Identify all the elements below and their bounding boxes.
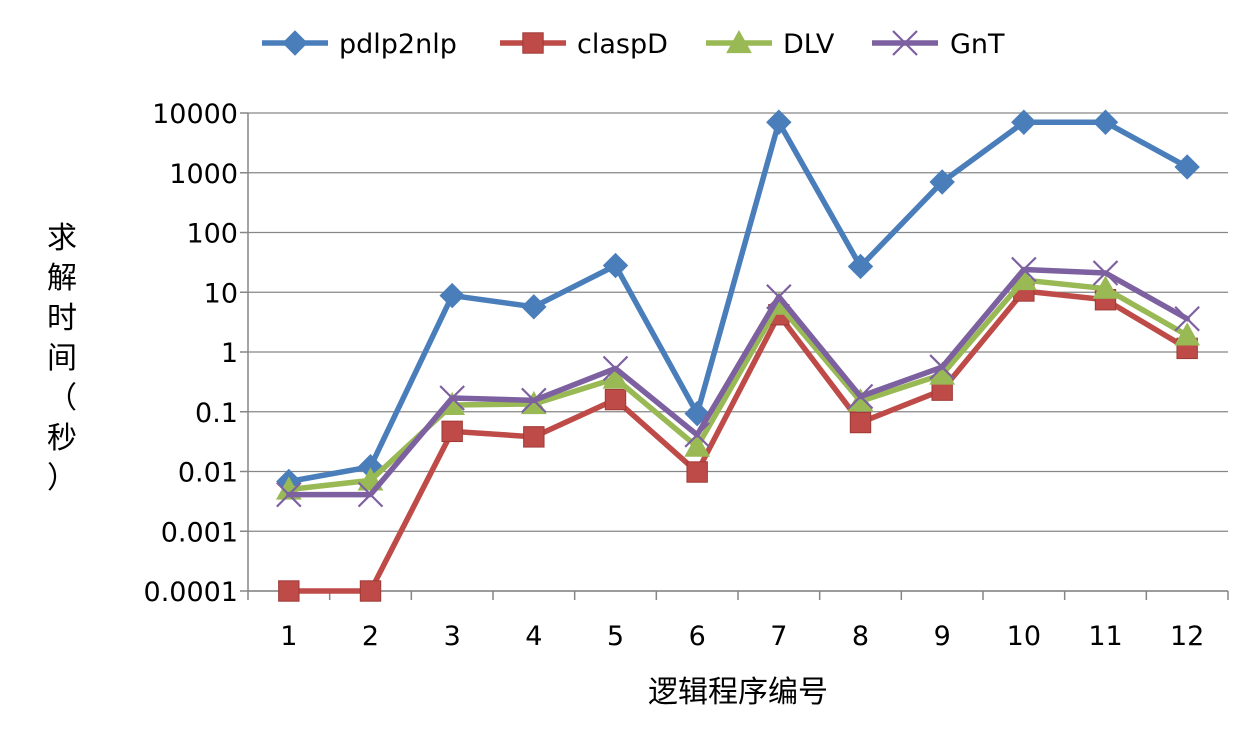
x-tick-label: 5 bbox=[607, 621, 624, 652]
data-point bbox=[521, 294, 547, 320]
x-tick-label: 9 bbox=[934, 621, 951, 652]
data-point bbox=[359, 580, 382, 602]
data-point bbox=[686, 461, 708, 483]
x-tick-label: 8 bbox=[852, 621, 869, 652]
legend-item-claspD: claspD bbox=[500, 29, 668, 60]
data-point bbox=[929, 354, 955, 380]
y-tick-label: 0.1 bbox=[195, 398, 238, 429]
data-point bbox=[892, 30, 918, 56]
y-axis-title-char: 间 bbox=[47, 341, 77, 376]
data-point bbox=[684, 433, 711, 457]
x-axis-title: 逻辑程序编号 bbox=[648, 675, 828, 710]
data-point bbox=[604, 388, 627, 411]
data-point bbox=[602, 355, 629, 382]
data-point bbox=[523, 426, 545, 448]
legend-label: GnT bbox=[950, 29, 1005, 60]
data-point bbox=[849, 411, 872, 434]
legend-item-GnT: GnT bbox=[872, 29, 1005, 60]
y-tick-label: 100 bbox=[186, 219, 238, 250]
data-point bbox=[602, 365, 629, 389]
x-tick-label: 6 bbox=[689, 621, 706, 652]
y-tick-label: 10 bbox=[204, 278, 238, 309]
x-tick-label: 12 bbox=[1170, 621, 1204, 652]
series-line bbox=[286, 266, 1190, 498]
y-axis-title-char: 解 bbox=[47, 261, 77, 296]
y-axis-title-char: ） bbox=[47, 461, 77, 496]
legend-label: claspD bbox=[577, 29, 668, 60]
x-tick-label: 11 bbox=[1088, 621, 1122, 652]
data-point bbox=[847, 383, 874, 410]
legend-item-DLV: DLV bbox=[706, 29, 835, 60]
x-tick-label: 10 bbox=[1007, 621, 1041, 652]
data-point bbox=[1092, 260, 1119, 286]
gridlines bbox=[248, 112, 1228, 592]
series-line bbox=[286, 119, 1190, 485]
data-point bbox=[1011, 109, 1037, 135]
y-axis-title-char: 秒 bbox=[47, 421, 77, 456]
x-tick-label: 1 bbox=[280, 621, 297, 652]
y-tick-label: 0.0001 bbox=[144, 577, 238, 608]
y-tick-label: 1 bbox=[221, 338, 238, 369]
data-point bbox=[1092, 109, 1119, 135]
y-tick-label: 1000 bbox=[169, 159, 238, 190]
y-axis-title-char: 时 bbox=[47, 301, 77, 336]
legend-item-pdlp2nlp: pdlp2nlp bbox=[262, 29, 457, 60]
x-tick-label: 4 bbox=[525, 621, 542, 652]
data-point bbox=[1092, 275, 1119, 299]
data-point bbox=[1174, 154, 1200, 180]
y-axis-title-char: （ bbox=[47, 381, 77, 416]
data-point bbox=[282, 30, 308, 56]
data-point bbox=[684, 422, 710, 448]
legend: pdlp2nlp claspD DLV GnT bbox=[262, 29, 1005, 60]
data-point bbox=[357, 481, 384, 508]
y-tick-label: 0.001 bbox=[161, 517, 238, 548]
data-point bbox=[847, 253, 874, 280]
series-pdlp2nlp bbox=[276, 109, 1200, 495]
data-point bbox=[439, 282, 465, 309]
legend-label: DLV bbox=[783, 29, 835, 60]
data-point bbox=[847, 388, 874, 412]
data-point bbox=[766, 283, 792, 310]
series-GnT bbox=[276, 256, 1200, 508]
data-point bbox=[1174, 322, 1201, 346]
x-tick-label: 3 bbox=[444, 621, 461, 652]
data-point bbox=[929, 169, 955, 195]
data-point bbox=[766, 109, 792, 135]
data-point bbox=[522, 32, 544, 54]
axes bbox=[240, 112, 1229, 600]
data-point bbox=[1011, 256, 1037, 283]
data-point bbox=[276, 481, 302, 508]
data-point bbox=[441, 420, 463, 443]
x-tick-label: 7 bbox=[770, 621, 787, 652]
data-point bbox=[521, 387, 547, 414]
data-point bbox=[278, 580, 300, 602]
y-tick-label: 10000 bbox=[152, 99, 238, 130]
series-line bbox=[286, 288, 1190, 594]
series-layer bbox=[275, 109, 1201, 602]
x-tick-labels: 1 2 3 4 5 6 7 8 9 10 11 12 bbox=[280, 621, 1204, 652]
data-point bbox=[726, 29, 752, 54]
data-point bbox=[602, 252, 629, 279]
x-tick-label: 2 bbox=[362, 621, 379, 652]
y-tick-labels: 10000 1000 100 10 1 0.1 0.01 0.001 0.0001 bbox=[144, 99, 238, 608]
legend-label: pdlp2nlp bbox=[339, 29, 457, 60]
y-tick-label: 0.01 bbox=[178, 458, 238, 489]
data-point bbox=[1174, 305, 1200, 332]
data-point bbox=[439, 385, 465, 411]
y-axis-title-char: 求 bbox=[47, 221, 77, 256]
series-DLV bbox=[275, 267, 1201, 500]
series-line bbox=[286, 277, 1190, 493]
